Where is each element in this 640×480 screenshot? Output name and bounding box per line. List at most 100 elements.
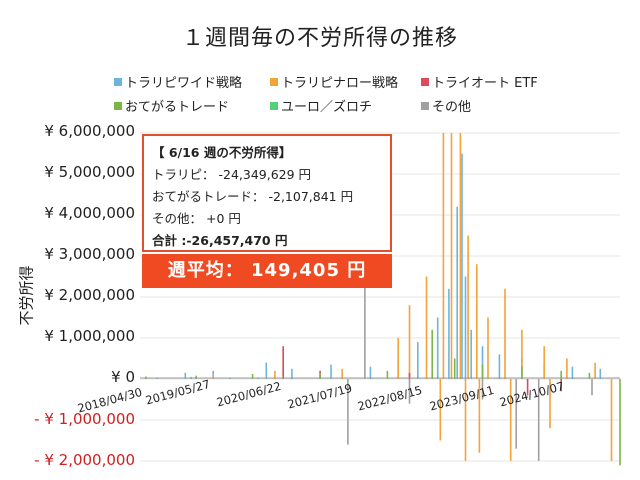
legend-item-triauto[interactable]: トライオート ETF	[421, 72, 538, 91]
bar	[265, 362, 268, 379]
y-tick-label: ¥ 0	[111, 368, 135, 386]
y-tick-label: ¥ 1,000,000	[44, 327, 135, 345]
bar	[330, 364, 332, 379]
bar	[341, 368, 343, 380]
bar	[464, 379, 467, 461]
legend-item-otegaru[interactable]: おてがるトレード	[114, 96, 229, 115]
bar	[467, 235, 469, 379]
bar	[481, 364, 484, 379]
legend-swatch	[421, 78, 429, 86]
bar	[456, 206, 458, 379]
info-row-otegaru: おてがるトレード： -2,107,841 円	[152, 186, 382, 208]
bar	[425, 276, 428, 379]
bar	[476, 264, 478, 379]
bar	[448, 288, 450, 379]
bar	[364, 256, 366, 379]
bar	[566, 358, 568, 379]
bar	[481, 379, 484, 400]
y-tick-label: - ¥ 1,000,000	[34, 410, 135, 428]
average-value: 149,405 円	[251, 260, 367, 281]
bar	[560, 379, 562, 392]
weekly-income-box: 【 6/16 週の不労所得】 トラリピ： -24,349,629 円 おてがるト…	[142, 134, 392, 252]
bar	[369, 366, 372, 379]
bar	[442, 133, 445, 379]
bar	[347, 379, 349, 445]
legend-swatch	[114, 78, 122, 86]
bar	[610, 379, 613, 461]
bar	[408, 379, 411, 404]
y-tick-label: ¥ 6,000,000	[44, 122, 135, 140]
bar	[408, 305, 411, 379]
bar	[599, 368, 602, 380]
info-total-label: 合計 :	[152, 233, 187, 248]
y-tick-label: ¥ 2,000,000	[44, 286, 135, 304]
bar	[481, 346, 484, 379]
info-row-total: 合計 :-26,457,470 円	[152, 230, 382, 252]
info-row-value: -24,349,629 円	[218, 167, 312, 182]
bar	[184, 372, 187, 379]
bar	[450, 133, 453, 379]
weekly-average-banner: 週平均： 149,405 円	[142, 254, 392, 288]
legend-item-narrow[interactable]: トラリピナロー戦略	[270, 72, 398, 91]
bar	[436, 317, 439, 379]
info-total-value: -26,457,470 円	[186, 233, 288, 248]
legend-swatch	[270, 102, 278, 110]
bar	[594, 362, 596, 379]
bar	[282, 346, 284, 379]
info-row-value: -2,107,841 円	[268, 189, 354, 204]
legend-label: ユーロ／ズロチ	[281, 100, 373, 115]
info-row-label: その他：	[152, 211, 203, 226]
legend-label: トラリピワイド戦略	[125, 76, 243, 91]
bar	[591, 379, 593, 396]
bar	[212, 374, 214, 379]
bar	[498, 354, 501, 379]
bar	[470, 329, 472, 379]
legend-swatch	[270, 78, 278, 86]
legend-item-other[interactable]: その他	[421, 96, 471, 115]
bar	[386, 370, 389, 379]
bar	[478, 379, 481, 453]
bar	[274, 370, 276, 379]
legend-swatch	[114, 102, 122, 110]
bar	[291, 368, 293, 380]
legend-label: おてがるトレード	[125, 100, 230, 115]
bar	[417, 342, 419, 379]
bar	[588, 372, 591, 379]
bar	[521, 366, 523, 379]
bar	[619, 379, 621, 466]
bar	[515, 379, 517, 449]
bar	[537, 379, 540, 461]
chart-title: １週間毎の不労所得の推移	[181, 26, 458, 51]
info-row-trarepi: トラリピ： -24,349,629 円	[152, 164, 382, 186]
info-row-label: おてがるトレード：	[152, 189, 265, 204]
bar	[453, 358, 456, 379]
y-tick-label: ¥ 5,000,000	[44, 163, 135, 181]
bar	[543, 346, 545, 379]
legend-item-wide[interactable]: トラリピワイド戦略	[114, 72, 242, 91]
bar	[195, 375, 197, 379]
bar	[549, 379, 551, 429]
bar	[431, 329, 433, 379]
legend-label: その他	[432, 100, 472, 115]
bar	[459, 133, 462, 379]
bar	[571, 366, 574, 379]
bar	[521, 329, 523, 379]
bar	[251, 374, 254, 379]
y-tick-label: ¥ 4,000,000	[44, 204, 135, 222]
info-row-other: その他： +0 円	[152, 208, 382, 230]
info-box-title: 【 6/16 週の不労所得】	[152, 145, 292, 160]
bar	[439, 379, 442, 441]
bar	[526, 379, 529, 396]
average-label: 週平均：	[167, 260, 244, 281]
bar	[408, 372, 411, 379]
bar	[319, 372, 321, 379]
legend-swatch	[421, 102, 429, 110]
y-tick-label: ¥ 3,000,000	[44, 245, 135, 263]
legend-label: トラリピナロー戦略	[281, 76, 399, 91]
y-tick-label: - ¥ 2,000,000	[34, 451, 135, 469]
bar	[464, 276, 467, 379]
bar	[560, 370, 562, 379]
bar	[509, 379, 512, 461]
legend-item-eurpln[interactable]: ユーロ／ズロチ	[270, 96, 372, 115]
bar	[397, 338, 399, 379]
